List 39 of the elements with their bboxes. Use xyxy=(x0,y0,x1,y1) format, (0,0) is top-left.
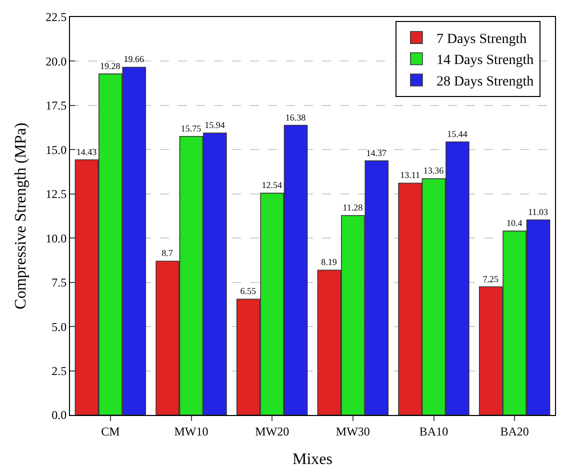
data-label: 6.55 xyxy=(240,286,256,296)
data-label: 19.66 xyxy=(124,54,145,64)
data-label: 12.54 xyxy=(262,180,282,190)
data-label: 15.75 xyxy=(180,123,202,134)
x-tick-label: MW20 xyxy=(255,424,290,438)
legend-label: 7 Days Strength xyxy=(436,32,527,48)
x-axis-title: Mixes xyxy=(292,451,332,468)
x-tick-label: BA10 xyxy=(419,424,448,438)
y-tick-label: 10.0 xyxy=(46,231,67,246)
data-label: 14.43 xyxy=(76,146,98,157)
y-tick-label: 0.0 xyxy=(52,408,67,422)
data-label: 8.19 xyxy=(321,257,338,268)
data-label: 7.25 xyxy=(482,274,499,284)
data-label: 14.37 xyxy=(366,148,388,158)
data-label: 16.38 xyxy=(285,112,306,122)
y-tick-label: 12.5 xyxy=(46,187,67,202)
y-tick-label: 22.5 xyxy=(46,10,67,24)
data-label: 10.4 xyxy=(506,218,523,228)
data-label: 15.94 xyxy=(204,120,226,130)
data-label: 11.28 xyxy=(342,202,364,212)
y-tick-label: 15.0 xyxy=(46,142,67,157)
data-label: 19.28 xyxy=(100,60,121,71)
y-tick-label: 7.5 xyxy=(52,276,67,290)
x-tick-label: BA20 xyxy=(500,424,529,438)
legend-label: 14 Days Strength xyxy=(436,53,534,68)
data-label: 13.36 xyxy=(423,166,444,176)
y-tick-label: 5.0 xyxy=(52,320,67,334)
x-tick-label: MW10 xyxy=(174,424,208,438)
y-axis-title: Compressive Strength (MPa) xyxy=(12,122,30,310)
y-tick-label: 20.0 xyxy=(46,54,67,68)
data-label: 13.11 xyxy=(400,170,420,180)
data-label: 15.44 xyxy=(447,128,468,139)
data-label: 11.03 xyxy=(528,206,548,217)
data-label: 8.7 xyxy=(162,248,174,258)
y-tick-label: 2.5 xyxy=(52,364,67,378)
legend-label: 28 Days Strength xyxy=(436,74,534,90)
y-tick-label: 17.5 xyxy=(46,98,67,113)
x-tick-label: MW30 xyxy=(336,424,370,438)
x-tick-label: CM xyxy=(101,424,120,438)
